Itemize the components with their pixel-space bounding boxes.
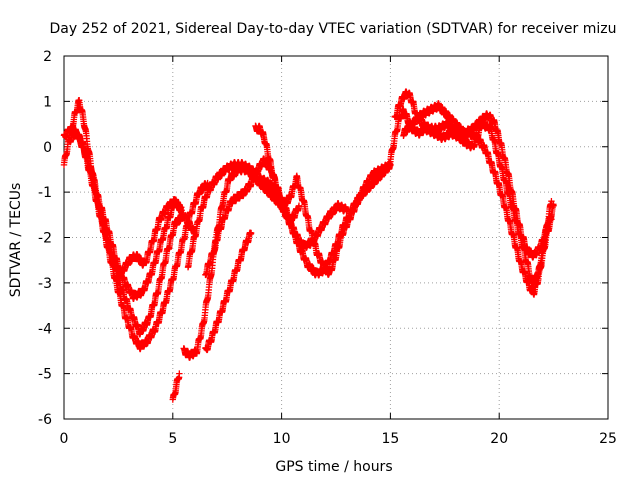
data-point-markers <box>252 122 303 226</box>
y-tick-label: -2 <box>38 231 52 247</box>
data-point-markers <box>169 370 183 403</box>
y-tick-label: -5 <box>38 367 52 383</box>
data-series-track-7 <box>202 229 255 354</box>
y-tick-label: -4 <box>38 321 52 337</box>
x-tick-label: 10 <box>273 431 291 447</box>
axis-ticks: 0 5 10 15 20 25 -6 -5 -4 -3 -2 -1 0 1 2 <box>38 49 617 447</box>
x-tick-label: 15 <box>381 431 399 447</box>
data-series-track-10 <box>252 122 303 226</box>
y-axis-label: SDTVAR / TECUs <box>8 183 24 298</box>
x-tick-label: 5 <box>168 431 177 447</box>
data-points <box>60 88 557 403</box>
y-tick-label: 2 <box>43 49 52 65</box>
y-tick-label: 0 <box>43 140 52 156</box>
x-axis-label: GPS time / hours <box>275 459 392 475</box>
data-point-markers <box>67 97 198 338</box>
x-tick-label: 0 <box>60 431 69 447</box>
x-tick-label: 20 <box>490 431 508 447</box>
data-series-track-4 <box>108 195 185 280</box>
data-point-markers <box>108 195 185 280</box>
chart-title: Day 252 of 2021, Sidereal Day-to-day VTE… <box>50 21 617 37</box>
data-point-markers <box>202 229 255 354</box>
x-tick-label: 25 <box>599 431 617 447</box>
y-tick-label: 1 <box>43 94 52 110</box>
data-series-track-13 <box>400 100 557 261</box>
y-tick-label: -1 <box>38 185 52 201</box>
y-tick-label: -6 <box>38 412 52 428</box>
data-series-track-3 <box>67 97 198 338</box>
y-tick-label: -3 <box>38 276 52 292</box>
data-point-markers <box>400 100 557 261</box>
data-series-track-5 <box>169 370 183 403</box>
